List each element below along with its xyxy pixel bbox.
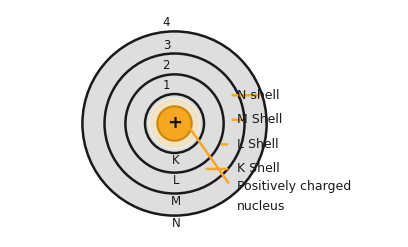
Text: L: L [173,174,179,187]
Text: K: K [172,154,180,167]
Text: 3: 3 [163,39,170,52]
Circle shape [157,106,192,141]
Text: 2: 2 [163,60,170,72]
Circle shape [104,54,244,193]
Text: 4: 4 [163,17,170,29]
Circle shape [82,31,267,216]
Text: Positively charged: Positively charged [237,180,351,193]
Circle shape [145,94,204,153]
Text: 1: 1 [163,79,170,92]
Circle shape [125,74,224,173]
Text: K Shell: K Shell [237,163,280,175]
Text: L Shell: L Shell [237,138,279,151]
Text: nucleus: nucleus [237,200,286,213]
Text: N shell: N shell [237,89,279,102]
Text: N: N [171,217,180,230]
Circle shape [149,99,200,148]
Text: M Shell: M Shell [237,113,282,126]
Text: +: + [167,115,182,132]
Text: M: M [171,195,181,208]
Circle shape [151,100,199,147]
